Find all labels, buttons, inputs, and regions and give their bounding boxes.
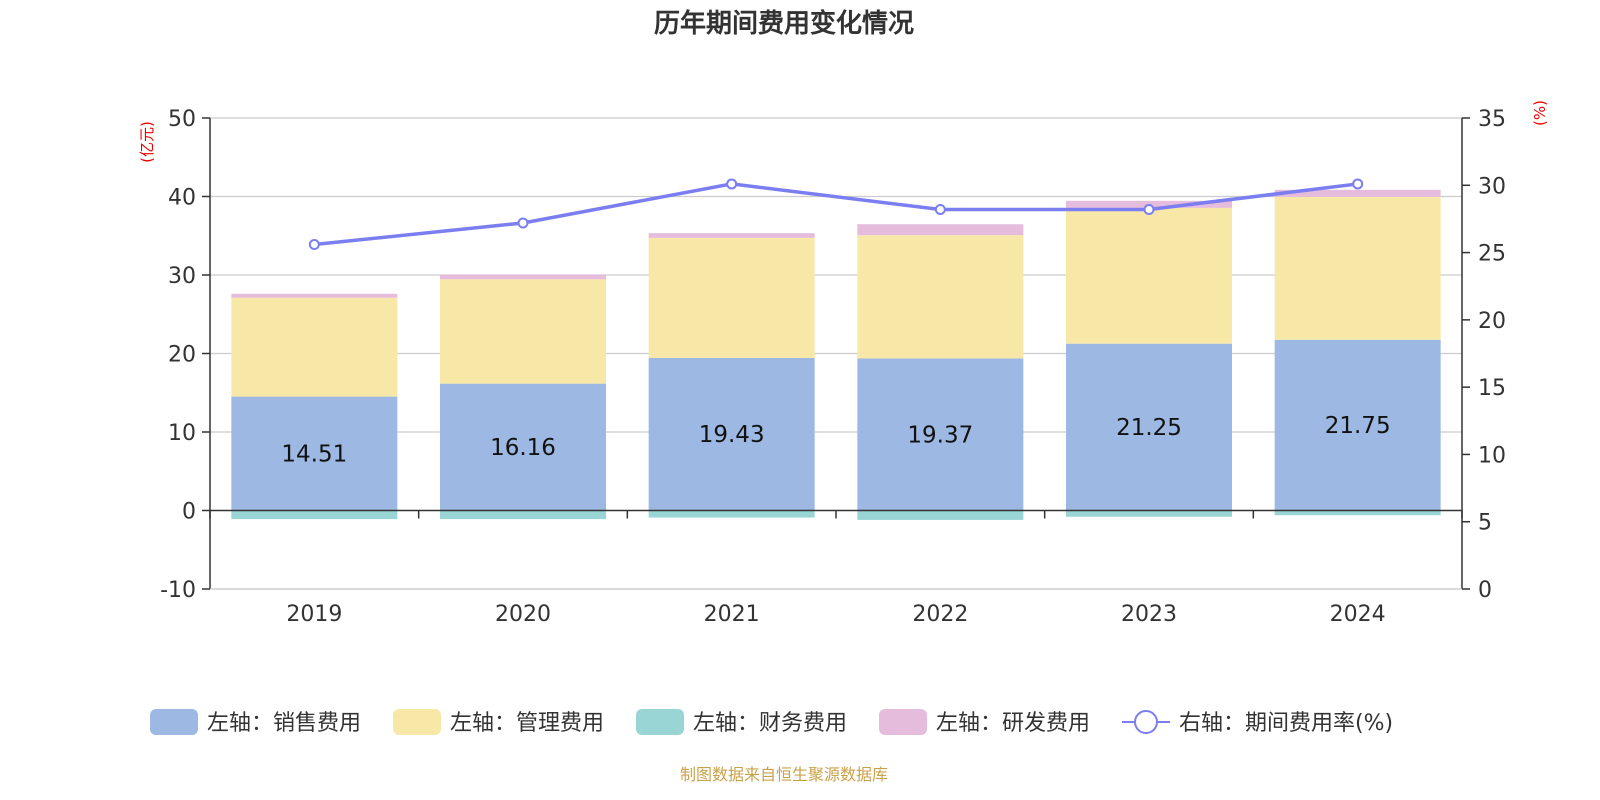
bar-value-label: 21.25	[1116, 415, 1182, 441]
bar-value-label: 16.16	[490, 435, 556, 461]
legend-swatch	[636, 709, 684, 735]
chart-title: 历年期间费用变化情况	[654, 8, 914, 39]
right-axis-tick-label: 35	[1478, 107, 1506, 132]
bar-segment	[440, 274, 606, 280]
rate-point	[1143, 204, 1155, 216]
left-axis-tick-label: 30	[168, 264, 196, 289]
bar-segment	[1066, 343, 1232, 511]
bar-value-label: 19.37	[907, 422, 973, 448]
x-axis-label: 2023	[1121, 602, 1177, 627]
right-axis-unit: (%)	[1531, 100, 1549, 126]
bar-segment	[1066, 510, 1232, 517]
rate-point	[726, 178, 738, 190]
rate-line	[314, 182, 1358, 247]
x-axis-label: 2022	[912, 602, 968, 627]
bar-segment	[440, 510, 606, 520]
left-axis-unit: (亿元)	[138, 121, 156, 163]
right-axis-tick-label: 5	[1478, 511, 1492, 536]
right-axis-tick-label: 20	[1478, 309, 1506, 334]
bar-segment	[440, 279, 606, 384]
bar-segment	[231, 396, 398, 511]
bar-segment	[440, 383, 606, 511]
right-axis-tick-label: 10	[1478, 443, 1506, 468]
bar-value-label: 19.43	[699, 422, 765, 448]
bar-value-label: 21.75	[1325, 413, 1391, 439]
bar-segment	[857, 224, 1024, 236]
rate-point	[934, 204, 946, 216]
bar-segment	[648, 233, 815, 238]
legend-swatch	[879, 709, 927, 735]
left-axis-tick-label: 10	[168, 421, 196, 446]
left-axis-tick-label: -10	[160, 578, 196, 603]
right-axis-tick-label: 25	[1478, 242, 1506, 267]
bar-segment	[648, 510, 815, 518]
left-axis-tick-label: 50	[168, 107, 196, 132]
rate-point	[1352, 178, 1364, 190]
rate-point	[308, 238, 320, 250]
x-axis-label: 2021	[704, 602, 760, 627]
x-axis-label: 2024	[1330, 602, 1386, 627]
legend-label: 左轴：财务费用	[693, 711, 847, 736]
bar-segment	[231, 297, 398, 397]
rate-point	[517, 217, 529, 229]
axes: -10 0 10 20 30 40 50 0 5 10 15 20 25 30 35 2019 2020 2021…	[160, 107, 1506, 627]
left-axis-tick-label: 40	[168, 186, 196, 211]
left-axis-tick-label: 0	[182, 500, 196, 525]
left-axis-tick-label: 20	[168, 343, 196, 368]
bar-segment	[648, 357, 815, 511]
bar-segment	[1274, 196, 1441, 340]
legend-marker-icon	[1134, 710, 1158, 734]
legend-swatch	[150, 709, 198, 735]
x-axis-label: 2019	[286, 602, 342, 627]
bar-segment	[648, 237, 815, 358]
x-axis-label: 2020	[495, 602, 551, 627]
bar-segment	[1274, 510, 1441, 516]
bar-segment	[1066, 207, 1232, 344]
bar-segment	[1274, 189, 1441, 197]
bar-segment	[231, 293, 398, 298]
right-axis-tick-label: 30	[1478, 174, 1506, 199]
legend-label: 左轴：研发费用	[936, 711, 1090, 736]
bar-segment	[857, 510, 1024, 520]
source-note: 制图数据来自恒生聚源数据库	[680, 765, 888, 784]
right-axis-tick-label: 15	[1478, 376, 1506, 401]
right-axis-tick-label: 0	[1478, 578, 1492, 603]
rate-line-series	[308, 178, 1364, 250]
bar-segment	[231, 510, 398, 520]
legend: 左轴：销售费用 左轴：管理费用 左轴：财务费用 左轴：研发费用 右轴：期间费用率(%)	[150, 709, 1393, 736]
data-labels: 14.51 16.16 19.43 19.37 21.25 21.75	[281, 413, 1390, 467]
legend-label: 右轴：期间费用率(%)	[1179, 711, 1393, 736]
legend-label: 左轴：销售费用	[207, 711, 361, 736]
bar-segment	[857, 235, 1024, 359]
bar-value-label: 14.51	[281, 442, 347, 468]
bar-segment	[1274, 339, 1441, 511]
bar-series	[231, 189, 1441, 520]
legend-label: 左轴：管理费用	[450, 711, 604, 736]
legend-swatch	[393, 709, 441, 735]
bar-segment	[857, 358, 1024, 511]
